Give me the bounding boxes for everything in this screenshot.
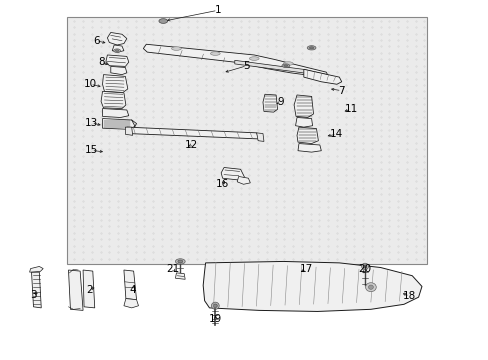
Text: 12: 12: [184, 140, 197, 150]
Text: 8: 8: [98, 57, 104, 67]
Ellipse shape: [363, 265, 366, 268]
Polygon shape: [295, 117, 312, 127]
Polygon shape: [102, 109, 128, 117]
Text: 21: 21: [165, 264, 179, 274]
Text: 4: 4: [129, 285, 136, 295]
Text: 1: 1: [214, 5, 221, 15]
Ellipse shape: [283, 62, 292, 65]
Polygon shape: [234, 60, 327, 78]
Ellipse shape: [213, 304, 217, 307]
Ellipse shape: [178, 260, 183, 263]
Text: 18: 18: [403, 291, 416, 301]
Text: 20: 20: [358, 264, 371, 274]
Ellipse shape: [114, 49, 120, 53]
Polygon shape: [175, 273, 185, 279]
Text: 15: 15: [84, 145, 98, 156]
Ellipse shape: [306, 46, 315, 50]
Polygon shape: [143, 44, 327, 76]
Text: 2: 2: [86, 285, 93, 295]
Polygon shape: [68, 270, 83, 310]
Text: 3: 3: [30, 291, 36, 300]
Ellipse shape: [368, 285, 372, 289]
Polygon shape: [106, 55, 128, 66]
Polygon shape: [102, 75, 127, 93]
Polygon shape: [237, 176, 250, 184]
Polygon shape: [263, 94, 277, 112]
Text: 14: 14: [329, 129, 343, 139]
Ellipse shape: [284, 65, 287, 67]
Polygon shape: [126, 127, 259, 139]
Text: 13: 13: [84, 118, 98, 128]
Polygon shape: [297, 144, 321, 152]
Ellipse shape: [365, 283, 375, 292]
Polygon shape: [303, 69, 341, 84]
Polygon shape: [296, 127, 318, 144]
Polygon shape: [125, 127, 132, 135]
Polygon shape: [102, 118, 135, 129]
Text: 17: 17: [300, 264, 313, 274]
Polygon shape: [203, 261, 421, 311]
Text: 6: 6: [93, 36, 100, 46]
Text: 10: 10: [83, 79, 97, 89]
Ellipse shape: [211, 302, 219, 309]
Polygon shape: [112, 45, 123, 52]
Polygon shape: [293, 95, 313, 117]
Polygon shape: [123, 270, 136, 300]
Polygon shape: [123, 298, 138, 308]
Ellipse shape: [175, 259, 185, 264]
Polygon shape: [30, 266, 43, 272]
Ellipse shape: [159, 19, 167, 23]
Ellipse shape: [309, 47, 313, 49]
Polygon shape: [31, 272, 41, 308]
Polygon shape: [107, 32, 126, 45]
Ellipse shape: [249, 57, 259, 60]
Polygon shape: [101, 91, 125, 109]
FancyBboxPatch shape: [67, 18, 426, 264]
Polygon shape: [83, 270, 95, 308]
Polygon shape: [221, 167, 244, 180]
Text: 16: 16: [216, 179, 229, 189]
Polygon shape: [256, 133, 264, 141]
Polygon shape: [111, 66, 126, 75]
Ellipse shape: [115, 50, 119, 51]
Text: 7: 7: [338, 86, 345, 96]
Text: 5: 5: [243, 61, 250, 71]
Ellipse shape: [361, 263, 368, 270]
Ellipse shape: [171, 47, 181, 50]
Ellipse shape: [282, 64, 289, 67]
Text: 19: 19: [208, 314, 222, 324]
Text: 9: 9: [277, 97, 284, 107]
Text: 11: 11: [344, 104, 357, 114]
Ellipse shape: [210, 52, 220, 55]
